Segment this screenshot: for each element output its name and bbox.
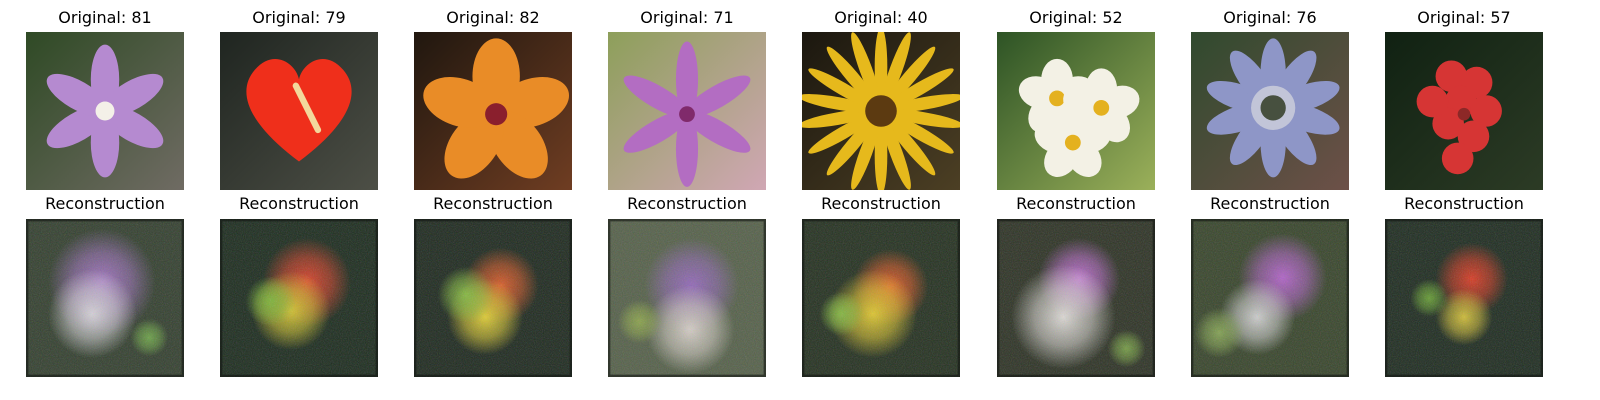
reconstruction-title: Reconstruction [239, 194, 359, 213]
flower-image [246, 59, 352, 162]
original-title: Original: 57 [1417, 8, 1511, 27]
reconstruction-image [1385, 219, 1543, 377]
reconstruction-image [414, 219, 572, 377]
original-title: Original: 81 [58, 8, 152, 27]
reconstruction-image [608, 219, 766, 377]
original-image [1191, 32, 1349, 190]
original-image [26, 32, 184, 190]
original-title: Original: 82 [446, 8, 540, 27]
reconstruction-title: Reconstruction [1016, 194, 1136, 213]
original-image [608, 32, 766, 190]
flower-image [802, 32, 960, 190]
original-title: Original: 71 [640, 8, 734, 27]
original-title: Original: 76 [1223, 8, 1317, 27]
flower-image [623, 41, 751, 187]
reconstruction-title: Reconstruction [627, 194, 747, 213]
flower-image [1018, 58, 1140, 177]
reconstruction-title: Reconstruction [433, 194, 553, 213]
image-column: Original: 52 Reconstruction [997, 0, 1155, 400]
reconstruction-title: Reconstruction [1210, 194, 1330, 213]
original-image [220, 32, 378, 190]
flower-image [1206, 38, 1340, 178]
flower-image [423, 38, 570, 179]
image-column: Original: 82 Reconstruction [414, 0, 572, 400]
original-title: Original: 79 [252, 8, 346, 27]
reconstruction-image [220, 219, 378, 377]
image-column: Original: 71 Reconstruction [608, 0, 766, 400]
reconstruction-title: Reconstruction [1404, 194, 1524, 213]
image-column: Original: 76 Reconstruction [1191, 0, 1349, 400]
reconstruction-title: Reconstruction [45, 194, 165, 213]
original-image [802, 32, 960, 190]
image-column: Original: 57 Reconstruction [1385, 0, 1543, 400]
image-column: Original: 79 Reconstruction [220, 0, 378, 400]
original-image [414, 32, 572, 190]
reconstruction-image [1191, 219, 1349, 377]
original-image [997, 32, 1155, 190]
image-column: Original: 81 Reconstruction [26, 0, 184, 400]
reconstruction-image [26, 219, 184, 377]
original-image [1385, 32, 1543, 190]
original-title: Original: 40 [834, 8, 928, 27]
original-title: Original: 52 [1029, 8, 1123, 27]
flower-image [46, 44, 164, 178]
reconstruction-image [997, 219, 1155, 377]
reconstruction-title: Reconstruction [821, 194, 941, 213]
image-column: Original: 40 Reconstruction [802, 0, 960, 400]
flower-image [1416, 60, 1502, 175]
reconstruction-image [802, 219, 960, 377]
